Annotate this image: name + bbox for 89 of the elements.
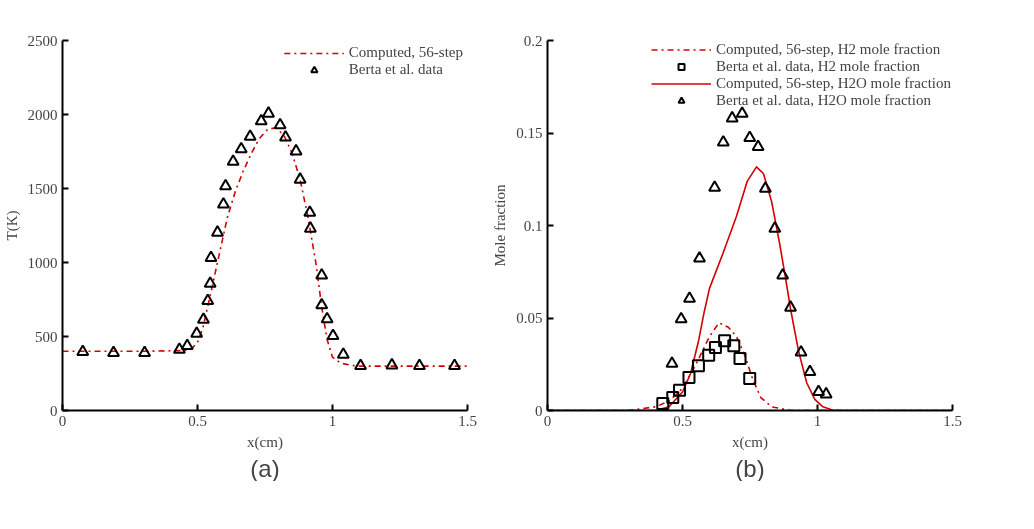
x-axis-title: x(cm) [732, 433, 768, 451]
point [180, 338, 194, 350]
point [743, 130, 757, 142]
point [203, 276, 217, 288]
legend-label: Computed, 56-step, H2O mole fraction [716, 75, 951, 92]
x-tick-label: 1 [328, 412, 337, 429]
point [289, 143, 303, 156]
point [243, 129, 257, 141]
point [326, 328, 340, 340]
point [336, 347, 350, 359]
point [201, 293, 215, 306]
point [448, 358, 462, 370]
point [216, 196, 230, 209]
point [708, 341, 722, 355]
point [776, 267, 790, 280]
legend-label: Berta et al. data, H2 mole fraction [716, 58, 921, 75]
point [279, 130, 293, 142]
point [758, 181, 772, 193]
point [682, 371, 696, 385]
x-axis-title: x(cm) [247, 433, 283, 451]
point [702, 348, 716, 362]
point [315, 267, 329, 280]
point [172, 342, 186, 354]
text: (b) [735, 454, 765, 482]
point [812, 384, 826, 396]
point [138, 345, 152, 357]
point [666, 391, 680, 405]
point [725, 110, 739, 123]
point [751, 139, 765, 152]
point [273, 117, 287, 130]
point [735, 106, 749, 118]
point [196, 312, 210, 324]
point [718, 334, 732, 348]
point [293, 172, 307, 184]
point [819, 386, 833, 399]
point [76, 344, 90, 357]
point [385, 357, 399, 370]
y-tick-label: 500 [35, 328, 58, 345]
x-tick-label: 1 [813, 412, 822, 429]
point [743, 371, 757, 385]
y-tick-label: 2000 [27, 106, 58, 123]
point [303, 205, 317, 217]
point [794, 345, 808, 357]
x-tick-label: 0.5 [673, 412, 692, 429]
point [412, 358, 426, 370]
x-tick-label: 1.5 [943, 412, 962, 429]
point [262, 106, 276, 118]
y-tick-label: 2500 [27, 32, 58, 49]
x-tick-label: 0.5 [188, 412, 207, 429]
point [190, 326, 204, 338]
point [673, 383, 687, 397]
point [303, 221, 317, 233]
point [665, 356, 679, 368]
legend-label: Berta et al. data, H2O mole fraction [716, 92, 931, 109]
point [210, 225, 224, 237]
point [674, 311, 688, 324]
text: (a) [250, 454, 280, 482]
point [204, 250, 218, 262]
point [768, 221, 782, 233]
x-tick-label: 1.5 [458, 412, 477, 429]
legend-label: Computed, 56-step [348, 44, 463, 61]
y-axis-title: T(K) [3, 210, 21, 241]
point [315, 297, 329, 310]
y-tick-label: 1000 [27, 254, 58, 271]
point [803, 364, 817, 377]
point [219, 178, 233, 191]
point [226, 154, 240, 166]
point [254, 113, 268, 126]
y-tick-label: 0.2 [523, 32, 543, 49]
point [683, 291, 697, 303]
y-tick-label: 0.1 [523, 217, 543, 234]
point [320, 311, 334, 324]
point [107, 345, 121, 357]
legend-label: Computed, 56-step, H2 mole fraction [716, 41, 941, 58]
point [733, 352, 747, 366]
y-tick-label: 0.05 [516, 310, 543, 326]
y-tick-label: 0.15 [516, 125, 543, 141]
point [691, 359, 705, 373]
legend-label: Berta et al. data [348, 61, 443, 78]
point [234, 141, 248, 154]
point [727, 339, 741, 353]
point [354, 358, 368, 370]
point [716, 135, 730, 147]
point [784, 300, 797, 312]
y-axis-title: Mole fraction [492, 183, 509, 267]
y-tick-label: 1500 [27, 180, 58, 197]
point [656, 396, 670, 410]
point [708, 180, 722, 192]
point [693, 251, 707, 263]
